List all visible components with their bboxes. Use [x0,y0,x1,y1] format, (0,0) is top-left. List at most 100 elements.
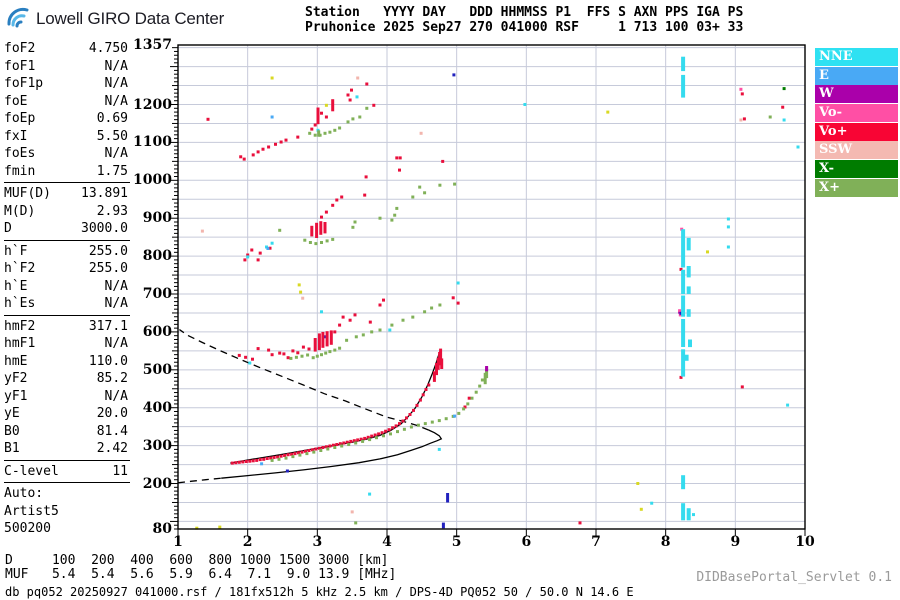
scatter-group-blue-echoes [285,73,683,473]
param-label: h`F2 [4,261,36,276]
param-value: 2.93 [96,203,128,219]
param-label: yF1 [4,388,28,404]
param-label: Auto: [4,486,44,501]
curve-profile-bottomside [221,429,443,479]
param-row-he: h`E N/A [4,278,128,296]
scatter-group-x-plus-echoes [270,106,772,525]
param-value: 255.0 [88,243,128,259]
legend-item-vo: Vo- [815,104,898,123]
x-tick-label-6: 6 [521,534,532,550]
param-row-fxi: fxI 5.50 [4,128,128,146]
y-tick-label-300: 300 [142,437,172,454]
param-value: 13.891 [81,186,128,201]
param-separator [4,459,130,461]
param-label: C-level [4,463,59,479]
scaled-parameters-panel: foF2 4.750 foF1 N/A foF1p N/A foE N/A foEp 0.69 fx… [4,40,130,538]
param-value: N/A [104,58,128,74]
param-row-yf2: yF2 85.2 [4,370,128,388]
param-label: MUF(D) [4,186,51,201]
param-label: foE [4,93,28,109]
bar-group-x-plus-bars [317,130,489,385]
param-label: fmin [4,163,36,179]
station-header: Station YYYY DAY DDD HHMMSS P1 FFS S AXN… [305,5,743,35]
param-row-hes: h`Es N/A [4,295,128,313]
param-value: N/A [104,93,128,109]
param-value: N/A [104,146,128,161]
param-separator [4,314,130,316]
legend-item-x: X- [815,160,898,179]
giro-logo[interactable]: Lowell GIRO Data Center [6,4,224,34]
y-tick-label-1000: 1000 [133,172,172,189]
x-tick-label-3: 3 [312,534,323,550]
param-value: 110.0 [88,353,128,369]
echo-direction-legend: NNE E W Vo- Vo+ SSW X- X+ [815,48,898,198]
param-label: B0 [4,423,20,439]
param-row-500200: 500200 [4,520,128,538]
x-tick-label-8: 8 [660,534,671,550]
grid-lines [178,45,806,529]
param-value: 3000.0 [81,221,128,236]
param-value: 20.0 [96,406,128,421]
param-value: 85.2 [96,371,128,386]
y-tick-label-200: 200 [142,475,172,492]
param-label: foF2 [4,41,36,56]
param-label: h`Es [4,296,36,311]
param-row-foes: foEs N/A [4,145,128,163]
bar-group-nne-bars [681,56,692,521]
x-tick-label-4: 4 [382,534,392,550]
x-tick-label-10: 10 [795,534,815,550]
scatter-group-yellow-echoes [195,76,709,530]
muf-frequency-row: MUF 5.4 5.4 5.6 5.9 6.4 7.1 9.0 13.9 [MH… [5,567,397,582]
param-value: 1.75 [96,163,128,179]
legend-item-vo: Vo+ [815,122,898,141]
bar-group-blue-bars [441,493,450,529]
legend-item-w: W [815,85,898,104]
legend-item-x: X+ [815,178,898,197]
param-value: N/A [104,76,128,91]
param-separator [4,239,130,241]
param-label: h`F [4,243,28,259]
param-row-clevel: C-level 11 [4,463,128,481]
param-row-md: M(D) 2.93 [4,203,128,221]
servlet-watermark: DIDBasePortal_Servlet 0.1 [696,570,892,585]
param-value: 5.50 [96,128,128,144]
param-label: fxI [4,128,28,144]
param-value: N/A [104,278,128,294]
legend-item-e: E [815,66,898,85]
param-label: hmE [4,353,28,369]
param-row-fof1: foF1 N/A [4,58,128,76]
y-tick-label-1100: 1100 [133,134,172,151]
param-row-b1: B1 2.42 [4,440,128,458]
x-tick-label-9: 9 [730,534,741,550]
param-value: 81.4 [96,423,128,439]
param-label: B1 [4,441,20,456]
ionogram-plot[interactable] [160,40,820,545]
param-row-fof1p: foF1p N/A [4,75,128,93]
param-label: M(D) [4,203,36,219]
param-label: hmF1 [4,336,36,351]
param-value: 4.750 [88,41,128,56]
param-row-fmin: fmin 1.75 [4,163,128,181]
param-label: Artist5 [4,503,59,519]
bar-group-w-bars [485,366,489,372]
param-row-hf2: h`F2 255.0 [4,260,128,278]
y-tick-label-600: 600 [142,323,172,340]
param-row-hf: h`F 255.0 [4,243,128,261]
param-row-hme: hmE 110.0 [4,353,128,371]
y-tick-label-800: 800 [142,248,172,265]
param-label: D [4,221,12,236]
scatter-group-vo-minus-echoes [678,87,743,317]
station-header-row: Station YYYY DAY DDD HHMMSS P1 FFS S AXN… [305,5,744,20]
curve-profile-topside-extrapolated [179,329,430,431]
param-label: 500200 [4,521,51,536]
site-title: Lowell GIRO Data Center [36,9,225,28]
measurement-info-line: db pq052 20250927 041000.rsf / 181fx512h… [5,585,634,599]
param-label: foF1p [4,76,44,91]
param-row-mufd: MUF(D) 13.891 [4,185,128,203]
param-label: yE [4,406,20,421]
param-row-hmf2: hmF2 317.1 [4,318,128,336]
param-value: 2.42 [96,441,128,456]
param-row-auto: Auto: [4,485,128,503]
param-row-artist5: Artist5 [4,503,128,521]
